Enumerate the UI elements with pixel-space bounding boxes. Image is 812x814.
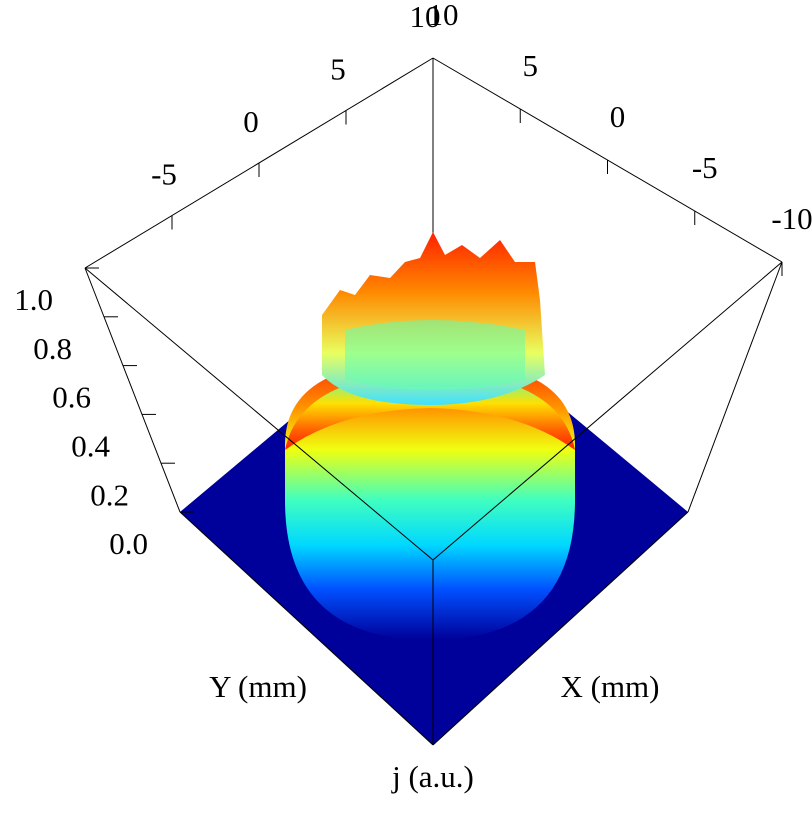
- x-tick-label: 5: [523, 48, 539, 83]
- z-axis-label: j (a.u.): [391, 759, 474, 794]
- x-tick-label: -5: [692, 150, 718, 185]
- y-tick-label: 5: [330, 52, 346, 87]
- z-tick-label: 1.0: [14, 282, 53, 317]
- z-tick-label: 0.6: [52, 380, 91, 415]
- x-tick-label: 10: [428, 0, 459, 32]
- x-tick-label: 0: [610, 99, 626, 134]
- box-front: [84, 261, 783, 746]
- y-axis-label: Y (mm): [209, 669, 307, 704]
- y-tick-label: 0: [243, 104, 259, 139]
- y-tick-label: 10: [410, 0, 441, 34]
- surface: [180, 232, 688, 745]
- z-tick-label: 0.2: [90, 477, 129, 512]
- z-tick-label: 0.8: [33, 331, 72, 366]
- x-axis-label: X (mm): [560, 669, 659, 704]
- x-tick-label: -10: [771, 201, 812, 236]
- z-tick-label: 0.0: [109, 526, 148, 561]
- z-tick-label: 0.4: [71, 429, 110, 464]
- y-tick-label: -5: [151, 157, 177, 192]
